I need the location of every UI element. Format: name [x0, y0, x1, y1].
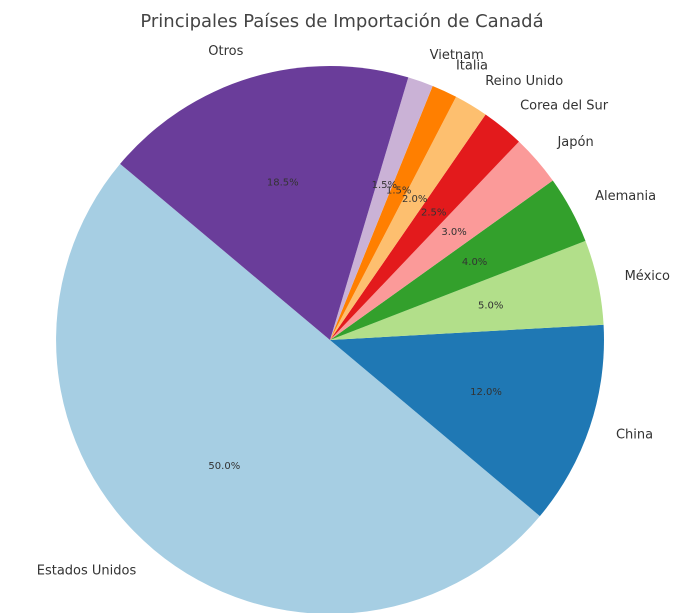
pie-slice: [120, 66, 409, 340]
slice-label: Reino Unido: [485, 74, 563, 89]
chart-title: Principales Países de Importación de Can…: [140, 11, 543, 32]
pie-slice: [330, 77, 433, 340]
pie-slice: [330, 180, 586, 340]
pie-slice: [330, 240, 604, 340]
slice-label: Vietnam: [430, 48, 484, 63]
percent-label: 12.0%: [470, 387, 502, 398]
slice-label: México: [625, 269, 670, 284]
pie-slice: [330, 96, 486, 340]
percent-label: 2.5%: [421, 207, 446, 218]
pie-slice: [330, 85, 457, 340]
percent-label: 2.0%: [402, 194, 427, 205]
percent-label: 1.5%: [386, 186, 411, 197]
percent-label: 4.0%: [462, 257, 487, 268]
pie-slice: [330, 114, 519, 340]
percent-label: 1.5%: [372, 180, 397, 191]
slice-label: Estados Unidos: [37, 563, 137, 578]
percent-label: 5.0%: [478, 300, 503, 311]
pie-slice: [330, 141, 553, 340]
slice-label: Corea del Sur: [520, 99, 609, 114]
slice-label: Otros: [208, 44, 243, 59]
slice-label: Alemania: [595, 189, 656, 204]
slice-label: Italia: [456, 59, 488, 74]
slice-label: China: [616, 428, 653, 443]
percent-label: 50.0%: [208, 461, 240, 472]
percent-label: 18.5%: [267, 178, 299, 189]
percent-label: 3.0%: [441, 227, 466, 238]
pie-slice: [330, 324, 604, 517]
pie-slice: [56, 163, 540, 613]
slice-label: Japón: [556, 135, 593, 150]
